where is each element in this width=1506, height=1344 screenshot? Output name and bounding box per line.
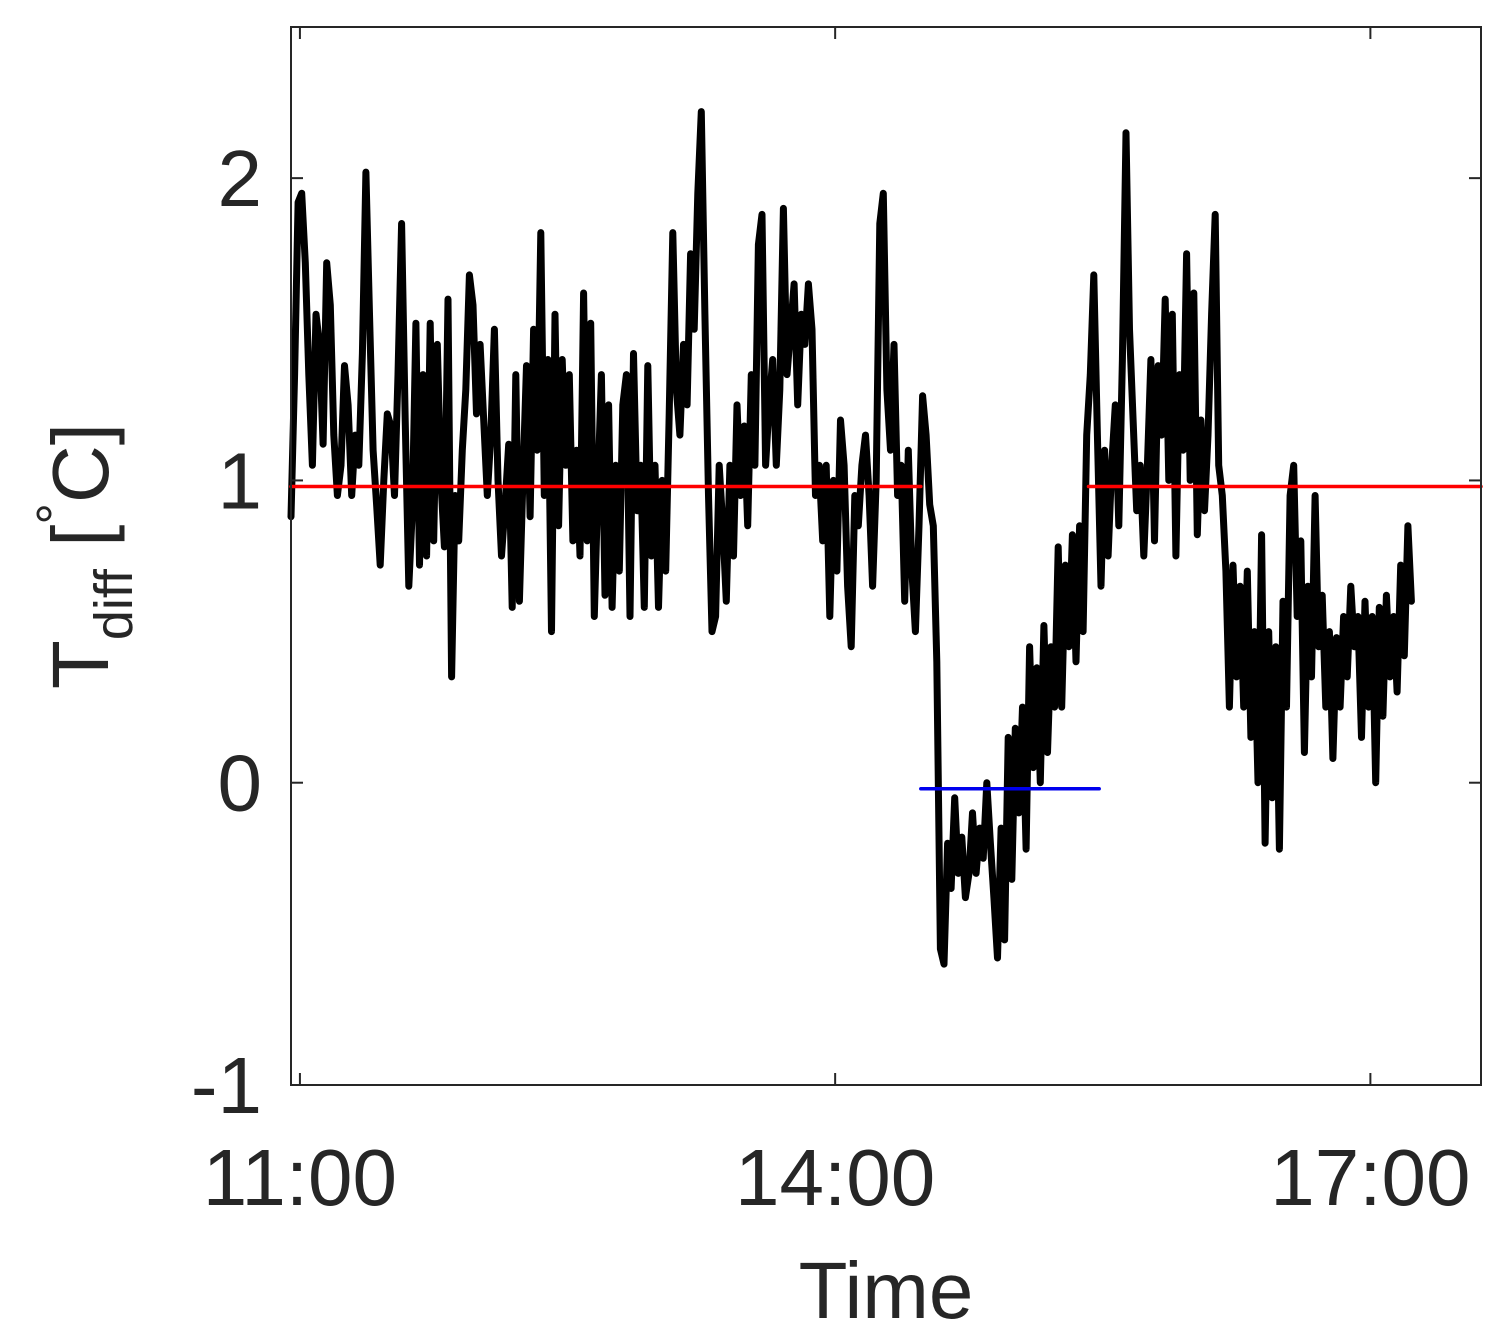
x-axis-ticks: 11:00 14:00 17:00 <box>203 27 1470 1222</box>
y-axis-title-subscript: diff <box>84 568 144 640</box>
series-layer <box>287 108 1483 968</box>
x-axis-title: Time <box>799 1246 974 1335</box>
series-line-tdiff <box>287 108 1415 968</box>
y-tick-label: 0 <box>218 739 263 828</box>
y-tick-label: 1 <box>218 436 263 525</box>
x-tick-label: 17:00 <box>1270 1133 1470 1222</box>
y-tick-label: -1 <box>191 1041 262 1130</box>
y-axis-title-degree: ° <box>26 503 86 525</box>
plot-frame <box>290 26 1482 1086</box>
y-tick-label: 2 <box>218 134 263 223</box>
y-axis-ticks: -1 0 1 2 <box>191 134 1481 1130</box>
y-axis-title: Tdiff [°C] <box>26 423 144 689</box>
y-axis-title-unit-rest: C] <box>36 423 125 503</box>
y-axis-title-main: T <box>36 640 125 689</box>
x-tick-label: 14:00 <box>735 1133 935 1222</box>
y-axis-title-unit-open: [ <box>36 525 125 569</box>
x-tick-label: 11:00 <box>203 1133 397 1222</box>
